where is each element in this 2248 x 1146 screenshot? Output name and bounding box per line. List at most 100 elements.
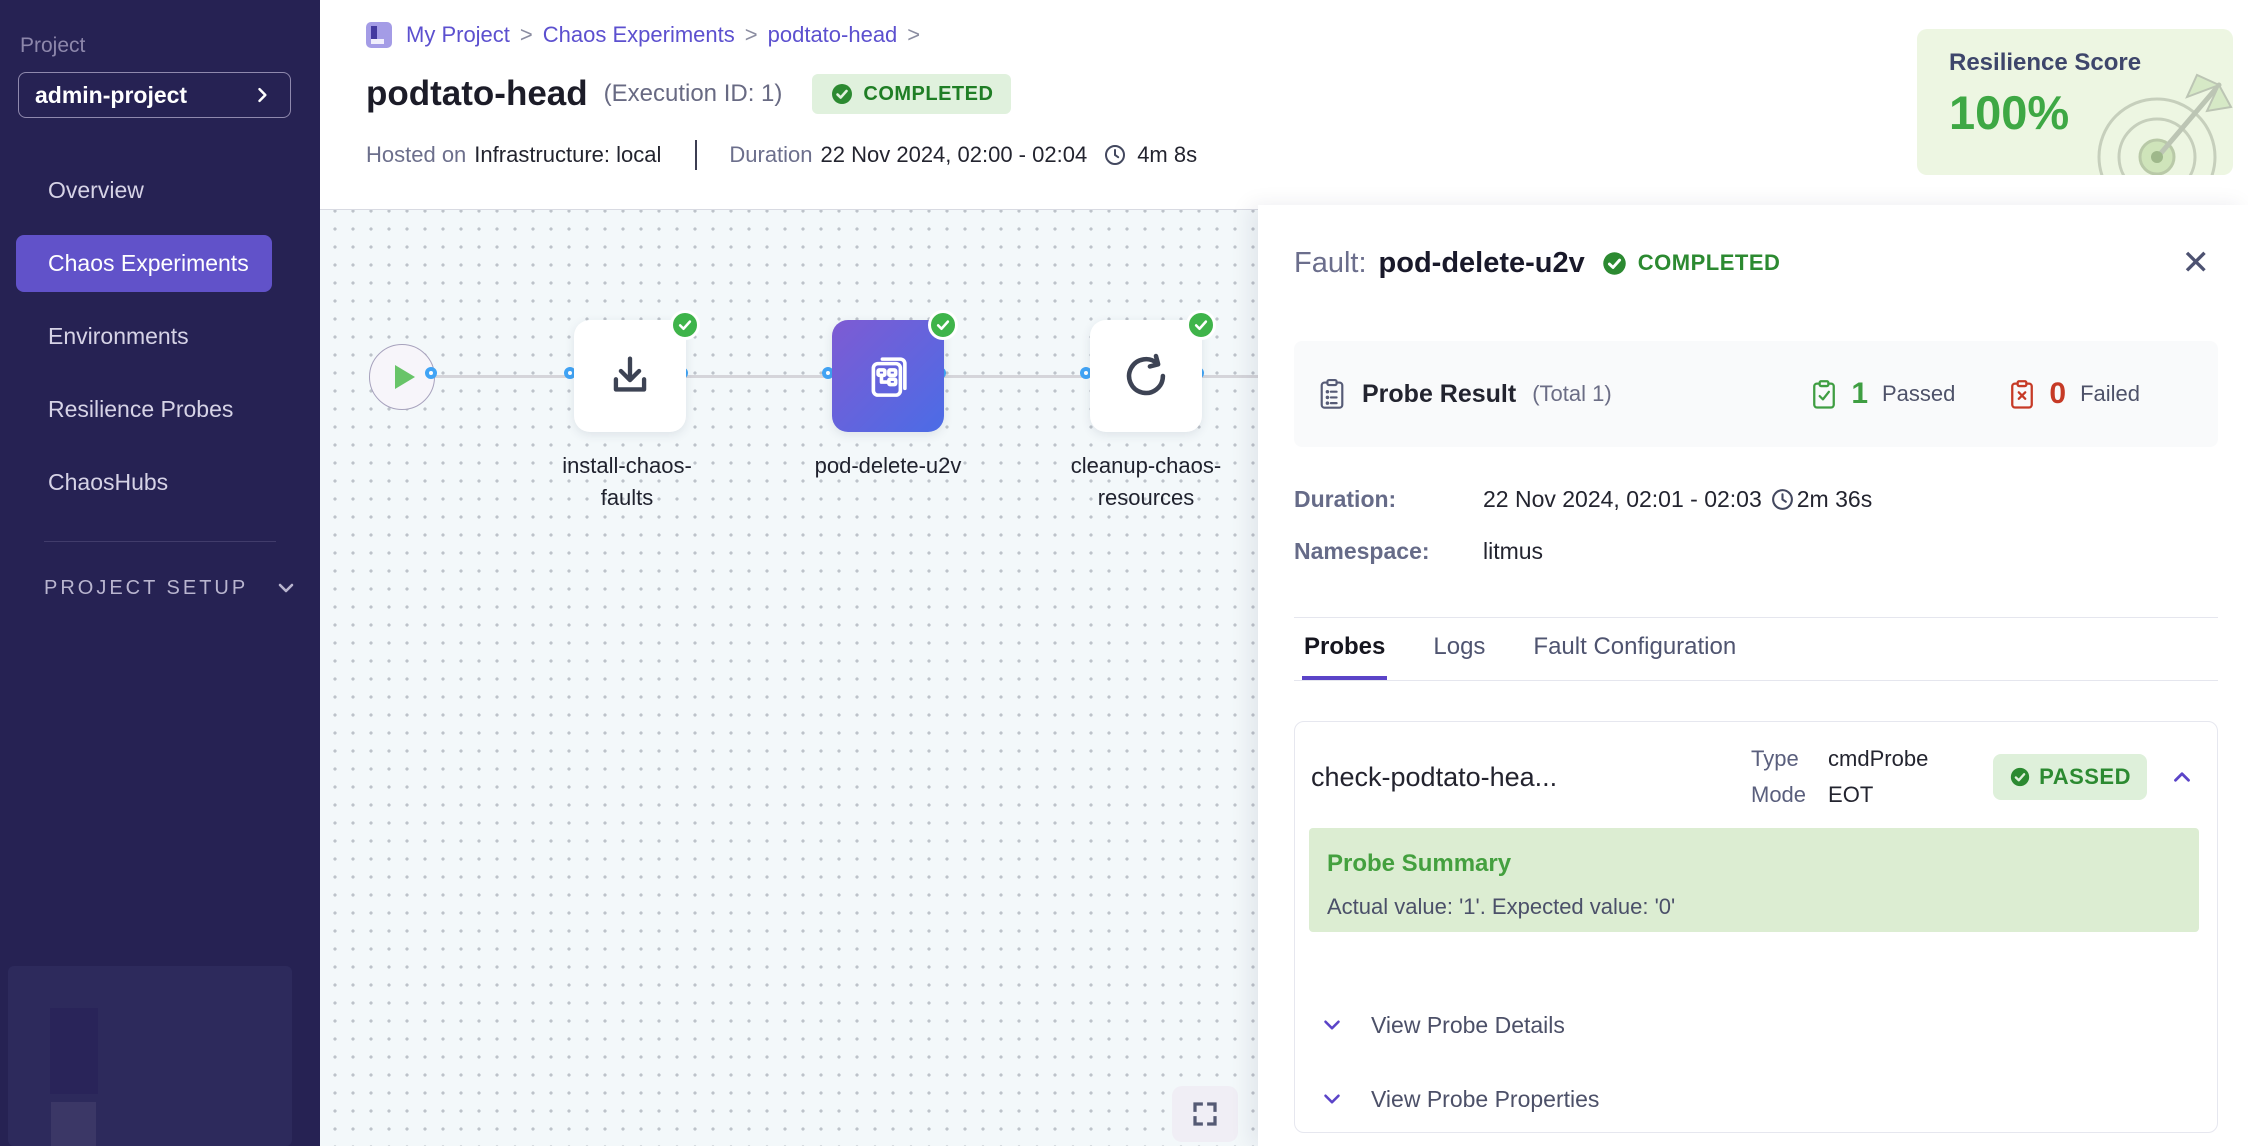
- sidebar-nav: Overview Chaos Experiments Environments …: [0, 162, 320, 511]
- probe-type-value: cmdProbe: [1828, 746, 1929, 771]
- play-icon: [394, 365, 415, 389]
- check-circle-icon: [832, 84, 853, 104]
- sidebar-item-chaos-experiments[interactable]: Chaos Experiments: [16, 235, 272, 292]
- check-circle-icon: [2010, 767, 2030, 787]
- probe-summary-box: Probe Summary Actual value: '1'. Expecte…: [1309, 828, 2199, 932]
- clipboard-check-icon: [1813, 379, 1836, 409]
- sidebar-footer-panel: [8, 966, 292, 1146]
- tab-fault-configuration[interactable]: Fault Configuration: [1533, 633, 1737, 660]
- chevron-up-icon: [2174, 772, 2190, 782]
- chaos-fault-icon: [871, 357, 907, 397]
- chevron-down-icon: [1324, 1094, 1340, 1104]
- node-pod-delete-u2v[interactable]: [832, 320, 944, 432]
- probe-type-label: Type: [1751, 746, 1799, 771]
- probe-status-badge: PASSED: [1993, 754, 2147, 800]
- sidebar-item-overview[interactable]: Overview: [48, 177, 144, 203]
- sidebar-divider: [44, 541, 276, 542]
- node-port[interactable]: [425, 367, 437, 379]
- resilience-score-value: 100%: [1949, 86, 2070, 139]
- breadcrumb-chaos-experiments[interactable]: Chaos Experiments: [542, 22, 735, 47]
- clipboard-x-icon: [2011, 379, 2034, 409]
- divider: [695, 140, 698, 170]
- project-setup-toggle[interactable]: PROJECT SETUP: [44, 576, 320, 600]
- sidebar-item-chaoshubs[interactable]: ChaosHubs: [48, 469, 169, 495]
- project-selector[interactable]: admin-project: [18, 72, 291, 118]
- chevron-down-icon: [1324, 1020, 1340, 1030]
- panel-duration-label: Duration:: [1294, 485, 1397, 512]
- node-success-badge: [1186, 310, 1216, 340]
- probe-result-title: Probe Result: [1362, 379, 1517, 408]
- target-dart-illustration: [2097, 73, 2233, 175]
- panel-tabs: Probes Logs Fault Configuration: [1294, 617, 2218, 681]
- chevron-down-icon: [278, 583, 294, 593]
- probe-summary-text: Actual value: '1'. Expected value: '0': [1327, 894, 1676, 919]
- check-circle-icon: [1603, 251, 1626, 275]
- probe-card: check-podtato-hea... Type cmdProbe Mode …: [1294, 721, 2218, 1133]
- fault-details-panel: Fault: pod-delete-u2v COMPLETED ✕ Probe …: [1258, 205, 2248, 1146]
- hosted-info: Hosted on Infrastructure: local Duration…: [366, 140, 2248, 170]
- page-header: My Project > Chaos Experiments > podtato…: [320, 0, 2248, 210]
- resilience-score-label: Resilience Score: [1949, 49, 2142, 76]
- download-icon: [613, 356, 647, 392]
- hosted-on-label: Hosted on: [366, 142, 467, 167]
- fault-name: pod-delete-u2v: [1378, 246, 1585, 279]
- failed-label: Failed: [2080, 381, 2140, 406]
- breadcrumb-separator: >: [744, 22, 758, 47]
- probe-card-header[interactable]: check-podtato-hea... Type cmdProbe Mode …: [1295, 722, 2217, 822]
- duration-elapsed: 4m 8s: [1137, 142, 1198, 167]
- probe-mode-value: EOT: [1828, 782, 1874, 807]
- probe-name: check-podtato-hea...: [1311, 761, 1558, 792]
- duration-range: 22 Nov 2024, 02:00 - 02:04: [820, 142, 1088, 167]
- breadcrumb-separator: >: [907, 22, 921, 47]
- tab-probes[interactable]: Probes: [1302, 618, 1388, 680]
- resilience-score-card: Resilience Score 100%: [1917, 29, 2233, 175]
- sidebar: Project admin-project Overview Chaos Exp…: [0, 0, 320, 1146]
- breadcrumb-separator: >: [519, 22, 533, 47]
- skeleton-block: [50, 1008, 98, 1094]
- sidebar-item-environments[interactable]: Environments: [48, 323, 189, 349]
- project-selector-value: admin-project: [35, 81, 188, 108]
- refresh-icon: [1126, 353, 1166, 396]
- probe-mode-label: Mode: [1751, 782, 1807, 807]
- tab-logs[interactable]: Logs: [1433, 633, 1486, 660]
- project-label: Project: [20, 34, 86, 57]
- fullscreen-button[interactable]: [1172, 1086, 1238, 1142]
- probe-summary-title: Probe Summary: [1327, 850, 1512, 877]
- close-icon[interactable]: ✕: [2181, 244, 2211, 282]
- pipeline-start-node[interactable]: [369, 344, 435, 410]
- panel-duration-range: 22 Nov 2024, 02:01 - 02:03: [1483, 485, 1762, 512]
- infrastructure-value: Infrastructure: local: [474, 142, 662, 167]
- probe-result-total: (Total 1): [1532, 381, 1612, 406]
- namespace-label: Namespace:: [1294, 537, 1430, 564]
- breadcrumb: My Project > Chaos Experiments > podtato…: [366, 22, 2248, 48]
- duration-label: Duration: [729, 142, 813, 167]
- node-success-badge: [928, 310, 958, 340]
- litmus-logo-icon: [366, 22, 392, 48]
- node-cleanup-chaos-resources[interactable]: [1090, 320, 1202, 432]
- fault-label: Fault:: [1294, 246, 1367, 279]
- status-badge: COMPLETED: [812, 74, 1012, 114]
- namespace-value: litmus: [1483, 537, 1544, 564]
- panel-duration-elapsed: 2m 36s: [1796, 485, 1873, 512]
- clock-icon: [1770, 487, 1795, 512]
- sidebar-item-resilience-probes[interactable]: Resilience Probes: [48, 396, 234, 422]
- view-probe-properties-toggle[interactable]: View Probe Properties: [1319, 1084, 2217, 1114]
- breadcrumb-my-project[interactable]: My Project: [406, 22, 510, 47]
- probe-result-card: Probe Result (Total 1) 1 Passed 0 Failed: [1294, 341, 2218, 447]
- node-label: pod-delete-u2v: [814, 453, 962, 478]
- clipboard-icon: [1320, 378, 1344, 409]
- passed-label: Passed: [1882, 381, 1956, 406]
- execution-id: (Execution ID: 1): [603, 80, 783, 107]
- node-label: install-chaos-faults: [562, 453, 692, 510]
- node-install-chaos-faults[interactable]: [574, 320, 686, 432]
- clock-icon: [1103, 143, 1127, 167]
- skeleton-block: [51, 1102, 96, 1146]
- collapse-probe-button[interactable]: [2169, 764, 2195, 790]
- node-label: cleanup-chaos-resources: [1070, 453, 1222, 510]
- fault-status: COMPLETED: [1601, 250, 1781, 277]
- view-probe-details-toggle[interactable]: View Probe Details: [1319, 1010, 2217, 1040]
- node-success-badge: [670, 310, 700, 340]
- chevron-right-icon: [258, 87, 267, 103]
- page-title: podtato-head: [366, 74, 588, 113]
- breadcrumb-podtato-head[interactable]: podtato-head: [767, 22, 898, 47]
